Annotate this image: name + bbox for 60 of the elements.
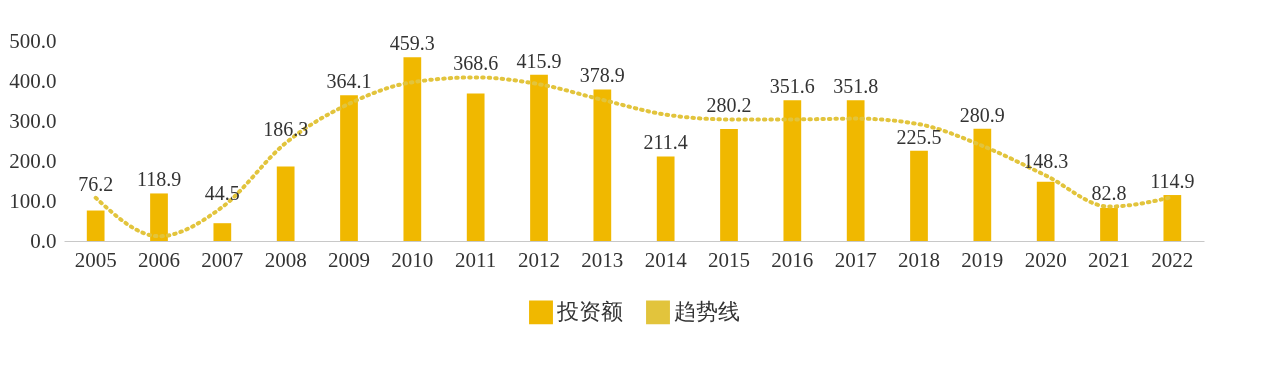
x-tick-label: 2021 bbox=[1088, 247, 1130, 272]
data-label: 378.9 bbox=[579, 64, 625, 87]
y-tick-label: 100.0 bbox=[9, 188, 57, 213]
data-label: 118.9 bbox=[136, 168, 182, 191]
bar bbox=[213, 223, 232, 241]
x-tick-label: 2015 bbox=[708, 247, 750, 272]
x-tick-label: 2019 bbox=[961, 247, 1004, 272]
x-tick-label: 2020 bbox=[1024, 247, 1067, 272]
bar bbox=[846, 100, 865, 241]
bar bbox=[466, 93, 485, 241]
y-tick-label: 400.0 bbox=[9, 68, 57, 93]
data-label: 364.1 bbox=[326, 70, 372, 93]
x-tick-label: 2017 bbox=[834, 247, 877, 272]
x-tick-label: 2005 bbox=[74, 247, 117, 272]
x-tick-label: 2013 bbox=[581, 247, 624, 272]
x-tick-label: 2016 bbox=[771, 247, 814, 272]
bar bbox=[150, 193, 168, 241]
data-label: 211.4 bbox=[643, 131, 688, 154]
x-tick-label: 2007 bbox=[201, 247, 244, 272]
data-label: 368.6 bbox=[453, 52, 499, 75]
bar bbox=[1036, 181, 1055, 241]
x-tick-label: 2011 bbox=[455, 247, 497, 272]
data-label: 280.2 bbox=[706, 94, 752, 117]
data-label: 114.9 bbox=[1150, 170, 1195, 193]
bar bbox=[530, 74, 548, 241]
data-label: 459.3 bbox=[389, 32, 435, 55]
x-tick-label: 2006 bbox=[138, 247, 180, 272]
x-tick-label: 2010 bbox=[391, 247, 434, 272]
bar bbox=[783, 100, 802, 241]
y-tick-label: 200.0 bbox=[9, 148, 57, 173]
bar bbox=[1100, 207, 1118, 241]
data-label: 351.8 bbox=[833, 75, 879, 98]
x-tick-label: 2008 bbox=[264, 247, 307, 272]
data-label: 415.9 bbox=[516, 49, 562, 72]
data-label: 351.6 bbox=[769, 75, 815, 98]
x-tick-label: 2012 bbox=[518, 247, 560, 272]
x-tick-label: 2018 bbox=[898, 247, 940, 272]
bar bbox=[593, 89, 612, 241]
bar bbox=[1163, 195, 1182, 241]
bar bbox=[340, 95, 358, 241]
x-tick-label: 2014 bbox=[644, 247, 688, 272]
bar bbox=[656, 156, 675, 241]
bar bbox=[403, 57, 422, 241]
bar bbox=[973, 128, 992, 241]
bar bbox=[276, 166, 295, 241]
y-tick-label: 300.0 bbox=[9, 108, 57, 133]
y-tick-label: 0.0 bbox=[30, 228, 57, 253]
data-label: 280.9 bbox=[959, 103, 1005, 126]
x-tick-label: 2009 bbox=[328, 247, 370, 272]
legend-label: 投资额 bbox=[556, 299, 623, 325]
y-tick-label: 500.0 bbox=[9, 28, 57, 53]
legend-label: 趋势线 bbox=[674, 299, 740, 325]
data-label: 148.3 bbox=[1023, 150, 1069, 173]
data-label: 82.8 bbox=[1091, 181, 1127, 204]
x-tick-label: 2022 bbox=[1151, 247, 1194, 272]
bar bbox=[86, 210, 105, 241]
data-label: 76.2 bbox=[78, 172, 114, 195]
data-label: 225.5 bbox=[896, 125, 942, 148]
bar bbox=[910, 150, 928, 241]
bar bbox=[720, 128, 738, 241]
